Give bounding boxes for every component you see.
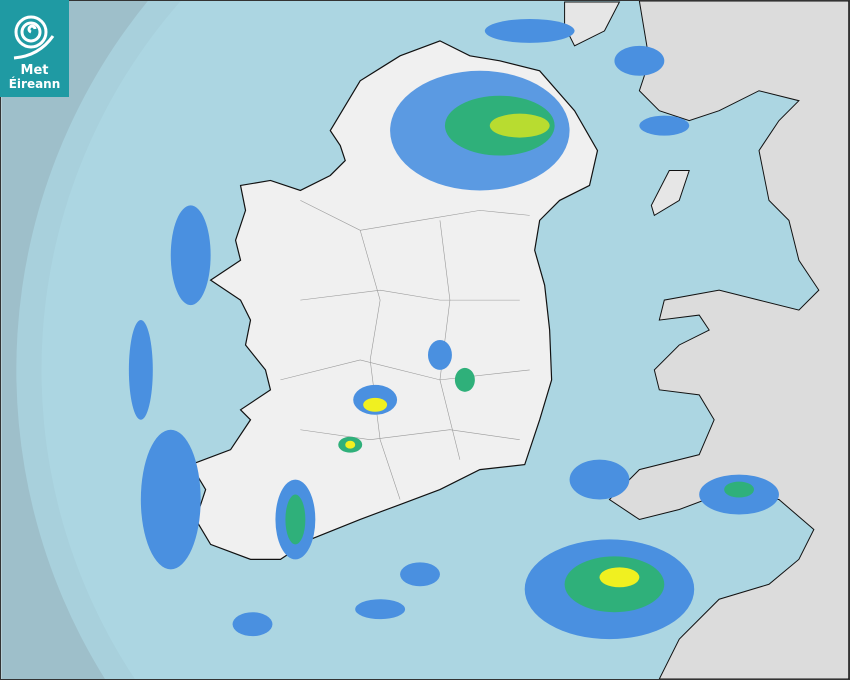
rain-cell [614,45,665,76]
logo-text-met: Met [20,63,49,78]
rain-cell [639,115,690,136]
rain-cell [285,494,306,545]
swirl-icon [13,15,55,60]
met-eireann-logo[interactable]: Met Éireann [0,0,69,97]
rain-cell-north-heavy [489,113,550,138]
rain-band-west [170,205,211,306]
county-borders [280,200,530,500]
rain-echoes [128,18,779,640]
rain-cell [140,429,201,570]
rain-cell [128,320,153,420]
great-britain-land [608,1,849,679]
rain-cell [345,440,356,449]
rain-cell [363,397,388,412]
rain-cell [454,367,475,392]
rain-cell [400,562,440,587]
rain-cell [232,612,273,637]
scotland-islands [564,1,621,47]
rain-cell [724,481,755,498]
rain-cell [569,459,630,500]
isle-of-man [650,170,690,217]
rain-cell-south-heavy [599,567,640,588]
rain-cell [484,18,575,43]
logo-text-eireann: Éireann [8,77,61,91]
rain-cell [427,340,452,370]
rain-cell [355,599,406,620]
